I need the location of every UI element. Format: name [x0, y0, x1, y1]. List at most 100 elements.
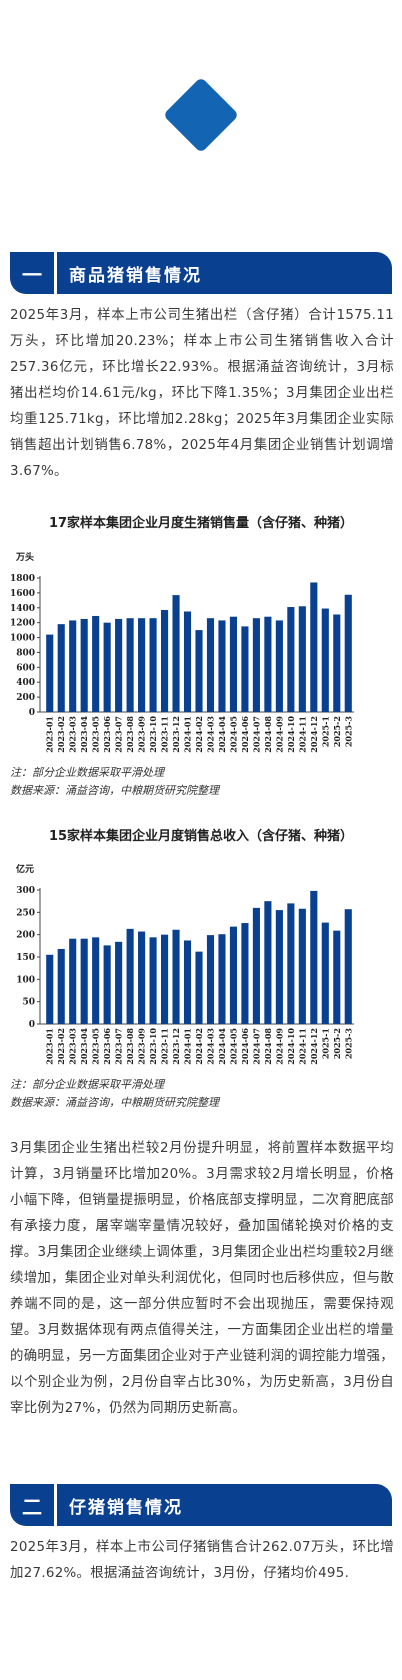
bar [206, 935, 215, 1024]
y-tick-label: 200 [16, 693, 35, 703]
bar [57, 948, 65, 1024]
bar [138, 931, 146, 1024]
bar [229, 616, 238, 712]
chart-source: 数据来源：涌益咨询，中粮期货研究院整理 [10, 1096, 219, 1109]
bar [310, 890, 318, 1024]
bar [149, 937, 157, 1024]
section-divider [54, 1484, 57, 1526]
x-tick-label: 2023-06 [102, 716, 112, 753]
bar [126, 928, 134, 1024]
bar [103, 622, 111, 712]
chart-source: 数据来源：涌益咨询，中粮期货研究院整理 [10, 784, 219, 797]
chart-title-sales-volume: 17家样本集团企业月度生猪销售量（含仔猪、种猪） [48, 516, 354, 531]
bar [344, 909, 352, 1024]
y-tick-label: 600 [16, 663, 35, 673]
x-tick-label: 2024-08 [263, 716, 273, 753]
bar [229, 926, 238, 1024]
bar [241, 626, 249, 712]
x-tick-label: 2025-3 [343, 1028, 353, 1060]
y-tick-label: 200 [16, 931, 35, 941]
x-tick-label: 2024-05 [228, 1028, 238, 1065]
x-tick-label: 2023-08 [125, 1028, 135, 1065]
x-tick-label: 2023-07 [114, 1028, 124, 1065]
section-divider [54, 252, 57, 294]
bar [264, 616, 272, 712]
bar [115, 941, 123, 1024]
x-tick-label: 2024-10 [286, 1028, 296, 1065]
bar [241, 923, 249, 1024]
x-tick-label: 2024-09 [274, 1028, 284, 1065]
bar [218, 934, 226, 1024]
x-tick-label: 2024-11 [297, 1028, 307, 1065]
x-tick-label: 2023-04 [79, 1028, 89, 1065]
x-tick-label: 2024-08 [263, 1028, 273, 1065]
y-tick-label: 300 [16, 886, 35, 896]
y-tick-label: 1600 [10, 589, 35, 599]
bar [298, 908, 306, 1024]
bar [69, 938, 77, 1024]
section-header-2: 二 仔猪销售情况 [10, 1484, 392, 1526]
x-tick-label: 2024-07 [251, 1028, 261, 1065]
x-tick-label: 2024-06 [240, 716, 250, 753]
x-tick-label: 2023-05 [91, 716, 101, 753]
x-tick-label: 2023-02 [56, 716, 66, 753]
section-header-1: 一 商品猪销售情况 [10, 252, 392, 294]
bar [206, 618, 215, 712]
y-tick-label: 0 [29, 1020, 35, 1030]
x-tick-label: 2023-06 [102, 1028, 112, 1065]
y-tick-label: 400 [16, 678, 35, 688]
x-tick-label: 2023-11 [160, 716, 170, 753]
diamond-logo [162, 76, 240, 154]
x-tick-label: 2023-04 [79, 716, 89, 753]
x-tick-label: 2023-01 [45, 1028, 55, 1065]
x-tick-label: 2024-02 [194, 1028, 204, 1065]
x-tick-label: 2023-10 [148, 716, 158, 753]
bar [92, 937, 100, 1024]
x-tick-label: 2024-01 [183, 1028, 193, 1065]
bar [46, 954, 54, 1024]
x-tick-label: 2024-10 [286, 716, 296, 753]
x-tick-label: 2024-03 [205, 1028, 215, 1065]
bar [183, 940, 192, 1024]
x-tick-label: 2025-1 [320, 1028, 330, 1059]
x-tick-label: 2024-04 [217, 716, 227, 753]
x-tick-label: 2025-3 [343, 716, 353, 748]
y-tick-label: 1200 [10, 619, 35, 629]
x-tick-label: 2023-12 [171, 716, 181, 753]
x-tick-label: 2025-2 [332, 1028, 342, 1059]
x-tick-label: 2023-10 [148, 1028, 158, 1065]
bar [252, 907, 260, 1024]
x-tick-label: 2024-05 [228, 716, 238, 753]
x-tick-label: 2023-07 [114, 716, 124, 753]
x-tick-label: 2024-01 [183, 716, 193, 753]
x-tick-label: 2024-09 [274, 716, 284, 753]
y-unit-label: 亿元 [16, 863, 34, 875]
bar [57, 624, 65, 712]
bar [183, 611, 192, 712]
x-tick-label: 2023-05 [91, 1028, 101, 1065]
x-tick-label: 2023-03 [68, 1028, 78, 1065]
x-tick-label: 2024-04 [217, 1028, 227, 1065]
bar [149, 618, 157, 712]
bar [195, 951, 203, 1024]
paragraph-piglet-sales: 2025年3月，样本上市公司仔猪销售合计262.07万头，环比增加27.62%。… [10, 1540, 394, 1581]
chart-note: 注：部分企业数据采取平滑处理 [10, 1078, 164, 1091]
bar [264, 901, 272, 1024]
section-title: 商品猪销售情况 [69, 265, 202, 286]
y-tick-label: 800 [16, 648, 35, 658]
y-tick-label: 100 [16, 975, 35, 985]
bar [344, 594, 352, 712]
bar [126, 618, 134, 712]
bar [80, 938, 88, 1024]
y-tick-label: 0 [29, 708, 35, 718]
bar [287, 607, 295, 712]
bar [333, 614, 341, 712]
bar [298, 606, 306, 712]
bar [115, 618, 123, 712]
bar [333, 930, 341, 1024]
bar [46, 634, 54, 712]
x-tick-label: 2024-03 [205, 716, 215, 753]
y-tick-label: 1400 [10, 604, 35, 614]
x-tick-label: 2025-1 [320, 716, 330, 747]
